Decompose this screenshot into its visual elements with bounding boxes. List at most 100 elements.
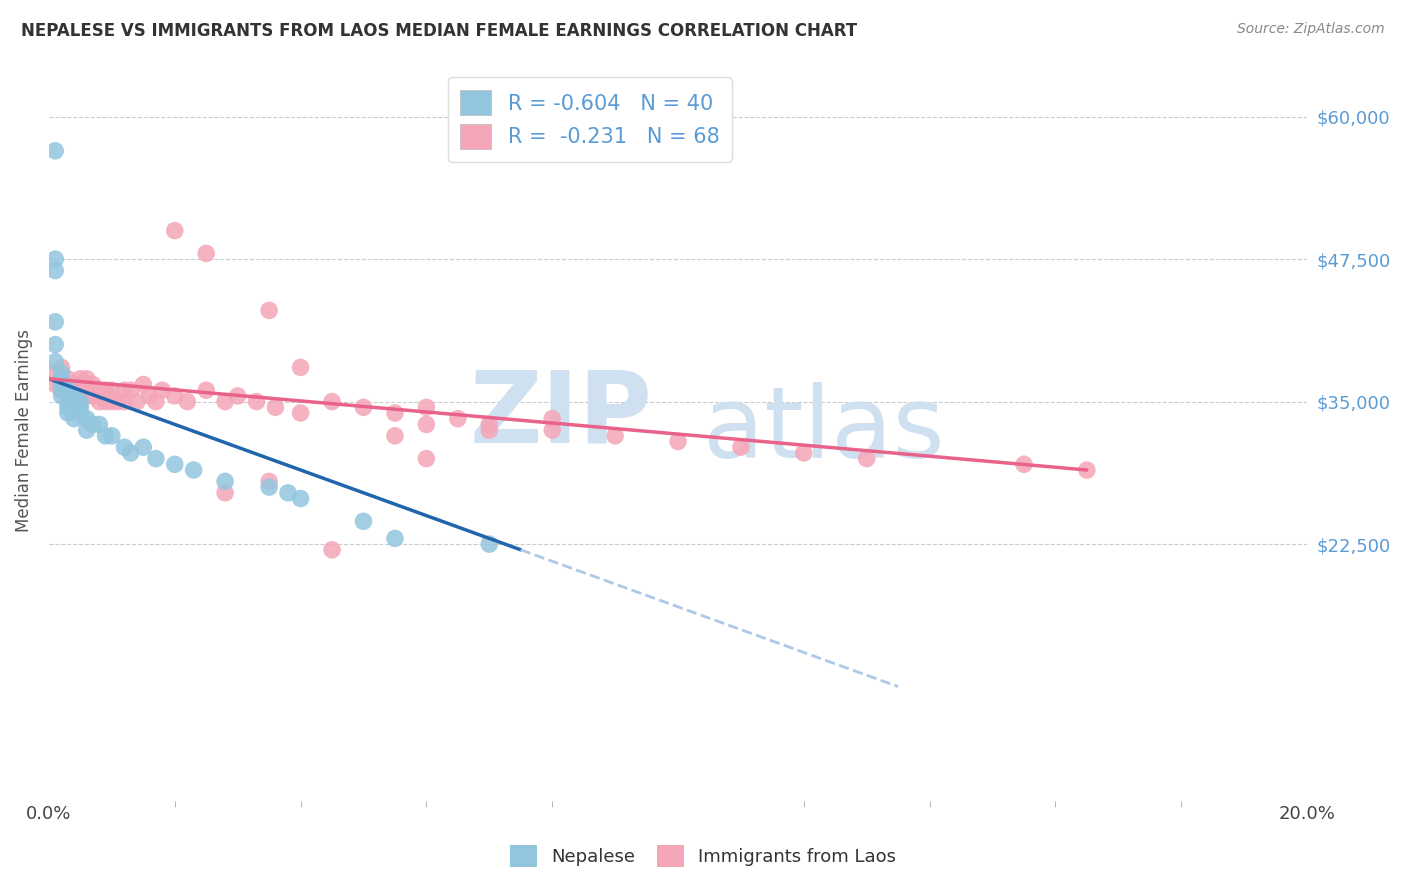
Point — [51, 377, 73, 392]
Point — [82, 377, 104, 392]
Point — [94, 383, 117, 397]
Point — [195, 246, 218, 260]
Point — [44, 252, 66, 266]
Point — [114, 394, 136, 409]
Legend: Nepalese, Immigrants from Laos: Nepalese, Immigrants from Laos — [502, 838, 904, 874]
Point — [257, 303, 280, 318]
Point — [176, 394, 198, 409]
Point — [44, 315, 66, 329]
Point — [1012, 458, 1035, 472]
Point — [214, 485, 236, 500]
Point — [63, 394, 86, 409]
Point — [114, 440, 136, 454]
Point — [44, 337, 66, 351]
Point — [101, 429, 124, 443]
Point — [793, 446, 815, 460]
Point — [107, 394, 129, 409]
Point — [76, 411, 98, 425]
Point — [353, 514, 375, 528]
Point — [51, 389, 73, 403]
Point — [163, 224, 186, 238]
Point — [145, 451, 167, 466]
Point — [415, 401, 437, 415]
Point — [257, 475, 280, 489]
Point — [56, 394, 79, 409]
Point — [384, 532, 406, 546]
Point — [63, 411, 86, 425]
Point — [63, 394, 86, 409]
Point — [132, 377, 155, 392]
Point — [44, 377, 66, 392]
Point — [1076, 463, 1098, 477]
Point — [76, 377, 98, 392]
Point — [478, 537, 501, 551]
Point — [44, 263, 66, 277]
Point — [56, 406, 79, 420]
Point — [855, 451, 877, 466]
Point — [384, 406, 406, 420]
Text: NEPALESE VS IMMIGRANTS FROM LAOS MEDIAN FEMALE EARNINGS CORRELATION CHART: NEPALESE VS IMMIGRANTS FROM LAOS MEDIAN … — [21, 22, 858, 40]
Point — [277, 485, 299, 500]
Point — [69, 401, 91, 415]
Point — [163, 458, 186, 472]
Point — [101, 383, 124, 397]
Point — [76, 423, 98, 437]
Point — [101, 394, 124, 409]
Point — [120, 446, 142, 460]
Point — [56, 383, 79, 397]
Point — [478, 417, 501, 432]
Point — [290, 360, 312, 375]
Point — [321, 542, 343, 557]
Point — [183, 463, 205, 477]
Point — [63, 389, 86, 403]
Point — [63, 377, 86, 392]
Point — [51, 383, 73, 397]
Point — [214, 475, 236, 489]
Point — [69, 377, 91, 392]
Point — [541, 411, 564, 425]
Point — [82, 417, 104, 432]
Point — [195, 383, 218, 397]
Point — [56, 372, 79, 386]
Y-axis label: Median Female Earnings: Median Female Earnings — [15, 328, 32, 532]
Point — [163, 389, 186, 403]
Point — [384, 429, 406, 443]
Point — [415, 451, 437, 466]
Point — [214, 394, 236, 409]
Point — [290, 406, 312, 420]
Point — [447, 411, 470, 425]
Point — [76, 372, 98, 386]
Point — [51, 372, 73, 386]
Point — [82, 389, 104, 403]
Point — [51, 372, 73, 386]
Point — [69, 389, 91, 403]
Text: atlas: atlas — [703, 382, 945, 479]
Point — [257, 480, 280, 494]
Point — [666, 434, 689, 449]
Point — [478, 423, 501, 437]
Legend: R = -0.604   N = 40, R =  -0.231   N = 68: R = -0.604 N = 40, R = -0.231 N = 68 — [447, 78, 733, 161]
Point — [69, 372, 91, 386]
Point — [51, 360, 73, 375]
Point — [415, 417, 437, 432]
Text: Source: ZipAtlas.com: Source: ZipAtlas.com — [1237, 22, 1385, 37]
Point — [56, 389, 79, 403]
Point — [51, 383, 73, 397]
Point — [353, 401, 375, 415]
Point — [264, 401, 287, 415]
Text: ZIP: ZIP — [470, 367, 652, 464]
Point — [120, 383, 142, 397]
Point — [76, 389, 98, 403]
Point — [541, 423, 564, 437]
Point — [138, 389, 160, 403]
Point — [226, 389, 249, 403]
Point — [114, 383, 136, 397]
Point — [89, 383, 111, 397]
Point — [44, 366, 66, 380]
Point — [132, 440, 155, 454]
Point — [245, 394, 267, 409]
Point — [51, 366, 73, 380]
Point — [94, 394, 117, 409]
Point — [69, 406, 91, 420]
Point — [56, 377, 79, 392]
